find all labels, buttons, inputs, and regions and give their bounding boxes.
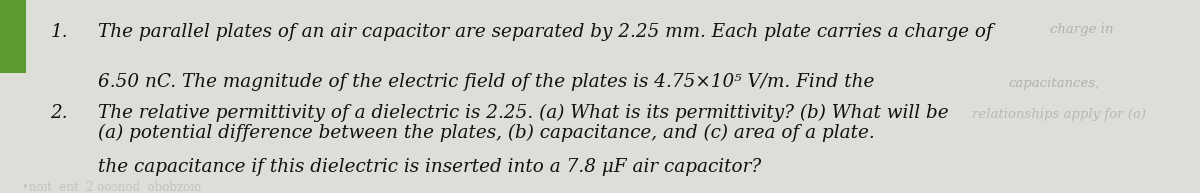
Text: charge in: charge in <box>1050 23 1114 36</box>
Text: 2.: 2. <box>50 104 68 122</box>
Text: (a) potential difference between the plates, (b) capacitance, and (c) area of a : (a) potential difference between the pla… <box>98 124 875 142</box>
Text: relationships apply for (a): relationships apply for (a) <box>972 108 1146 121</box>
Text: The relative permittivity of a dielectric is 2.25. (a) What is its permittivity?: The relative permittivity of a dielectri… <box>98 104 949 123</box>
Text: capacitances,: capacitances, <box>1008 77 1099 90</box>
Text: 6.50 nC. The magnitude of the electric field of the plates is 4.75×10⁵ V/m. Find: 6.50 nC. The magnitude of the electric f… <box>98 73 875 91</box>
Text: the capacitance if this dielectric is inserted into a 7.8 μF air capacitor?: the capacitance if this dielectric is in… <box>98 158 762 176</box>
Text: •noit  ent  2 ooɔnod  obobzoio: •noit ent 2 ooɔnod obobzoio <box>22 181 200 193</box>
Text: The parallel plates of an air capacitor are separated by 2.25 mm. Each plate car: The parallel plates of an air capacitor … <box>98 23 994 41</box>
Text: 1.: 1. <box>50 23 68 41</box>
Bar <box>0 0 26 73</box>
